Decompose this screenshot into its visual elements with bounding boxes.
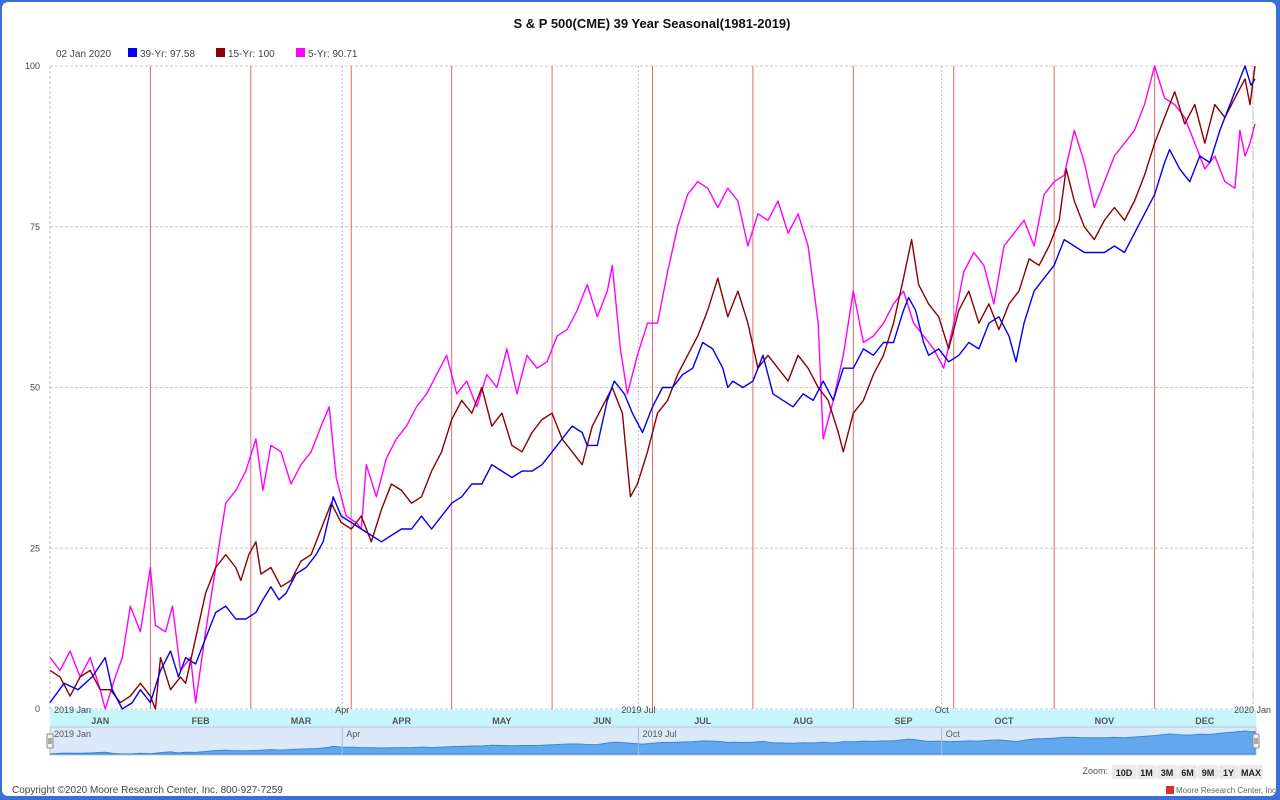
x-axis: 2019 Jan Apr 2019 Jul Oct 2020 Jan — [54, 705, 1271, 715]
zoom-button-6m[interactable]: 6M — [1177, 765, 1198, 779]
y-tick-label: 100 — [25, 61, 40, 71]
month-boundary-lines — [149, 66, 1254, 709]
svg-text:1M: 1M — [1140, 768, 1153, 778]
month-label: MAY — [492, 716, 511, 726]
navigator-label: 2019 Jul — [642, 729, 676, 739]
navigator-handle-right[interactable] — [1252, 733, 1260, 749]
month-strip — [50, 710, 1256, 727]
navigator-label: Oct — [946, 729, 961, 739]
y-axis: 0 25 50 75 100 — [25, 61, 40, 714]
navigator-label: 2019 Jan — [54, 729, 91, 739]
chart-title: S & P 500(CME) 39 Year Seasonal(1981-201… — [513, 16, 790, 31]
month-label: MAR — [291, 716, 312, 726]
month-label: NOV — [1095, 716, 1115, 726]
y-tick-label: 0 — [35, 704, 40, 714]
month-label: JAN — [91, 716, 109, 726]
legend-item-15yr[interactable]: 15-Yr: 100 — [228, 49, 275, 60]
month-label: FEB — [192, 716, 211, 726]
y-tick-label: 75 — [30, 222, 40, 232]
zoom-button-3m[interactable]: 3M — [1157, 765, 1177, 779]
zoom-button-max[interactable]: MAX — [1239, 765, 1263, 779]
svg-text:1Y: 1Y — [1223, 768, 1234, 778]
month-label: JUL — [694, 716, 712, 726]
legend-item-5yr[interactable]: 5-Yr: 90.71 — [308, 49, 358, 60]
x-tick-label: Oct — [935, 705, 950, 715]
month-label: OCT — [994, 716, 1014, 726]
copyright: Copyright ©2020 Moore Research Center, I… — [12, 785, 283, 796]
legend-swatch-15yr — [216, 48, 225, 57]
x-tick-label: 2019 Jan — [54, 705, 91, 715]
credit[interactable]: Moore Research Center, Inc. — [1166, 786, 1276, 795]
svg-text:MAX: MAX — [1241, 768, 1261, 778]
zoom-label: Zoom: — [1082, 766, 1108, 776]
month-label: JUN — [593, 716, 611, 726]
navigator-label: Apr — [346, 729, 360, 739]
month-labels: JAN FEB MAR APR MAY JUN JUL AUG SEP OCT NOV DEC — [91, 716, 1215, 726]
x-tick-label: 2019 Jul — [621, 705, 655, 715]
y-tick-label: 25 — [30, 543, 40, 553]
navigator-labels: 2019 Jan Apr 2019 Jul Oct — [54, 727, 960, 755]
zoom-controls: Zoom: 10D 1M 3M 6M 9M 1Y MAX — [1082, 765, 1263, 779]
svg-text:9M: 9M — [1202, 768, 1215, 778]
legend: 02 Jan 2020 39-Yr: 97.58 15-Yr: 100 5-Yr… — [56, 48, 358, 60]
zoom-button-9m[interactable]: 9M — [1198, 765, 1218, 779]
legend-swatch-39yr — [128, 48, 137, 57]
svg-text:6M: 6M — [1181, 768, 1194, 778]
svg-text:3M: 3M — [1161, 768, 1174, 778]
series-line-5-yr[interactable] — [49, 65, 1256, 710]
series-line-39-yr[interactable] — [49, 65, 1256, 710]
y-tick-label: 50 — [30, 383, 40, 393]
legend-swatch-5yr — [296, 48, 305, 57]
series-line-15-yr[interactable] — [49, 65, 1256, 710]
zoom-button-1y[interactable]: 1Y — [1218, 765, 1239, 779]
zoom-button-10d[interactable]: 10D — [1112, 765, 1136, 779]
legend-date: 02 Jan 2020 — [56, 49, 111, 60]
navigator-series-area — [49, 730, 1256, 755]
month-label: APR — [392, 716, 412, 726]
x-tick-label: Apr — [335, 705, 349, 715]
navigator-handle-left[interactable] — [46, 733, 54, 749]
month-label: DEC — [1195, 716, 1215, 726]
month-label: SEP — [895, 716, 913, 726]
x-tick-label: 2020 Jan — [1234, 705, 1271, 715]
series-lines — [49, 65, 1256, 710]
navigator[interactable]: 2019 Jan Apr 2019 Jul Oct — [46, 726, 1260, 756]
moore-logo-icon — [1166, 786, 1174, 794]
credit-text[interactable]: Moore Research Center, Inc. — [1176, 786, 1276, 795]
zoom-button-1m[interactable]: 1M — [1136, 765, 1157, 779]
month-label: AUG — [793, 716, 813, 726]
legend-item-39yr[interactable]: 39-Yr: 97.58 — [140, 49, 195, 60]
svg-text:10D: 10D — [1116, 768, 1133, 778]
